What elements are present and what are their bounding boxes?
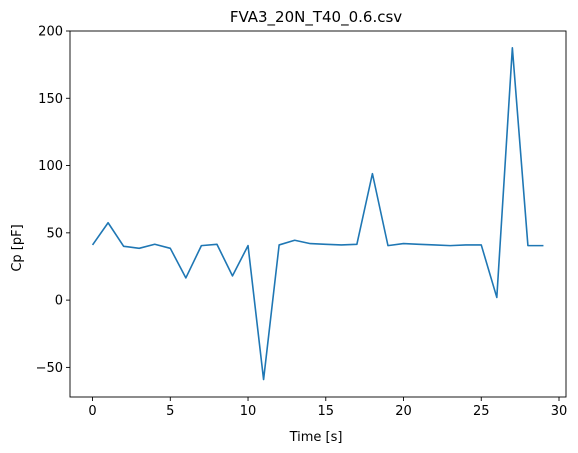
x-tick-label: 10 <box>240 404 257 419</box>
y-axis: −50 0 50 100 150 200 <box>36 25 70 376</box>
y-tick-label: 50 <box>46 226 63 241</box>
y-tick-label: 200 <box>38 25 63 40</box>
x-tick-label: 30 <box>551 404 568 419</box>
y-tick-label: −50 <box>36 361 63 376</box>
x-tick-label: 5 <box>166 404 174 419</box>
series-line-0 <box>91 47 544 381</box>
y-axis-label: Cp [pF] <box>10 224 25 271</box>
chart-title: FVA3_20N_T40_0.6.csv <box>230 8 402 27</box>
y-tick-label: 150 <box>38 92 63 107</box>
x-tick-label: 25 <box>473 404 490 419</box>
x-tick-label: 15 <box>318 404 335 419</box>
x-tick-label: 20 <box>395 404 412 419</box>
y-tick-label: 100 <box>38 159 63 174</box>
y-tick-label: 0 <box>55 294 63 309</box>
x-axis: 0 5 10 15 20 25 30 <box>88 397 567 419</box>
x-axis-label: Time [s] <box>289 430 343 445</box>
plot-area <box>69 30 567 398</box>
x-tick-label: 0 <box>88 404 96 419</box>
plot-frame <box>69 30 567 398</box>
